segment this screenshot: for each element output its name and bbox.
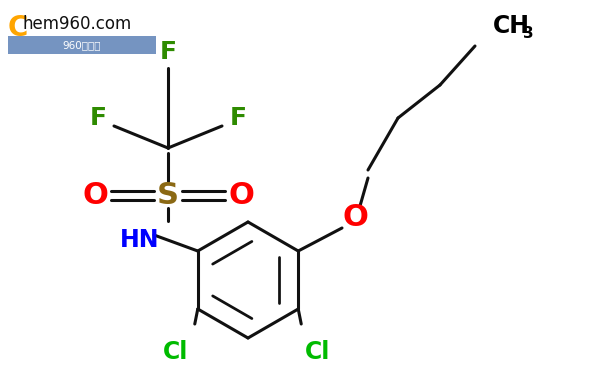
Text: hem960.com: hem960.com [22, 15, 131, 33]
Text: HN: HN [120, 228, 160, 252]
Text: F: F [229, 106, 246, 130]
Text: S: S [157, 180, 179, 210]
Text: O: O [342, 204, 368, 232]
Text: 3: 3 [523, 26, 534, 40]
Text: C: C [8, 14, 28, 42]
Text: O: O [82, 180, 108, 210]
Text: CH: CH [493, 14, 530, 38]
Text: F: F [90, 106, 106, 130]
Text: Cl: Cl [163, 340, 189, 364]
FancyBboxPatch shape [8, 36, 156, 54]
Text: O: O [228, 180, 254, 210]
Text: Cl: Cl [306, 340, 331, 364]
Text: F: F [160, 40, 177, 64]
Text: 960化工网: 960化工网 [63, 40, 101, 50]
